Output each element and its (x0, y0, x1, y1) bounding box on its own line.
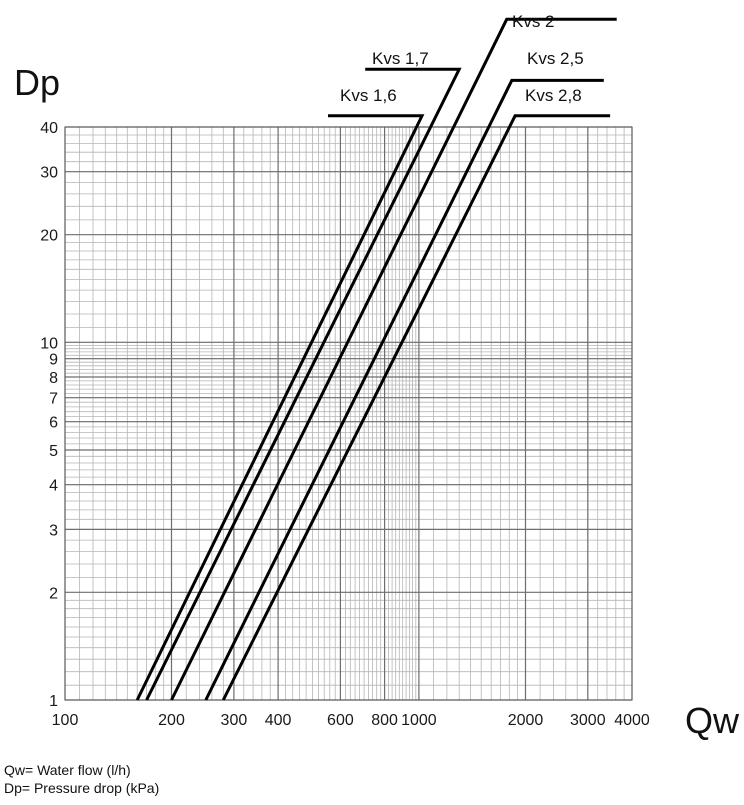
y-tick-label: 6 (49, 415, 58, 432)
series-label: Kvs 1,7 (372, 49, 429, 68)
series-line (204, 78, 604, 701)
x-axis-title: Qw (685, 700, 740, 741)
y-tick-label: 30 (40, 165, 58, 182)
y-tick-label: 7 (49, 391, 58, 408)
y-tick-label: 4 (49, 478, 58, 495)
note-qw: Qw= Water flow (l/h) (4, 762, 131, 778)
series-label: Kvs 2,5 (527, 49, 584, 68)
series-label: Kvs 1,6 (340, 86, 397, 105)
x-tick-label: 1000 (401, 712, 437, 729)
x-tick-label: 200 (158, 712, 185, 729)
series-line (145, 67, 462, 701)
y-tick-label: 40 (40, 120, 58, 137)
x-tick-label: 4000 (614, 712, 650, 729)
x-tick-label: 800 (371, 712, 398, 729)
y-tick-label: 2 (49, 585, 58, 602)
y-tick-label: 5 (49, 443, 58, 460)
y-tick-label: 1 (49, 693, 58, 710)
x-tick-label: 3000 (570, 712, 606, 729)
x-tick-label: 100 (52, 712, 79, 729)
x-tick-label: 600 (327, 712, 354, 729)
y-axis-title: Dp (14, 62, 60, 103)
y-tick-label: 8 (49, 370, 58, 387)
y-tick-label: 20 (40, 228, 58, 245)
y-tick-label: 9 (49, 352, 58, 369)
x-tick-label: 2000 (508, 712, 544, 729)
y-tick-label: 3 (49, 522, 58, 539)
y-tick-label: 10 (40, 335, 58, 352)
x-tick-label: 400 (265, 712, 292, 729)
series-label: Kvs 2 (512, 12, 555, 31)
x-tick-label: 300 (221, 712, 248, 729)
x-tick-labels: 100 200 300 400 600 800 1000 2000 3000 4000 (52, 712, 650, 729)
series-line (221, 114, 611, 701)
series-label: Kvs 2,8 (525, 86, 582, 105)
series-line (170, 17, 617, 701)
legend-notes: Qw= Water flow (l/h) Dp= Pressure drop (… (4, 761, 159, 797)
series-group: Kvs 1,6 Kvs 1,7 Kvs 2 Kvs 2,5 Kvs 2,8 (135, 12, 617, 701)
plot-frame (64, 126, 633, 701)
note-dp: Dp= Pressure drop (kPa) (4, 780, 160, 796)
series-line (135, 114, 425, 701)
